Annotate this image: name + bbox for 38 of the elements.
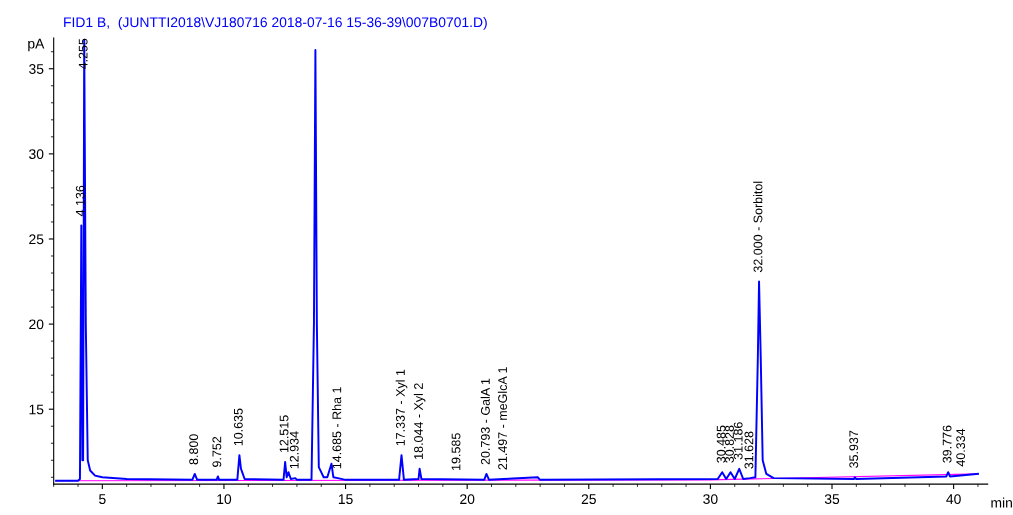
x-tick-label: 10 [217, 494, 232, 505]
annotation: 35.937 [849, 430, 859, 468]
annotation: 31.186 [733, 422, 743, 460]
x-tick-label: 20 [460, 494, 475, 505]
annotation: 8.800 [189, 434, 199, 465]
x-tick-label: 35 [824, 494, 840, 505]
annotation: 19.585 [451, 433, 461, 470]
annotation: 17.337 - Xyl 1 [395, 369, 408, 446]
y-axis-title: pA [28, 38, 45, 52]
annotation: 21.497 - meGlcA 1 [497, 367, 508, 470]
annotation: 18.044 - Xyl 2 [413, 383, 426, 459]
x-tick-label: 5 [99, 494, 106, 505]
x-tick-label: 40 [946, 494, 961, 505]
annotation: 20.793 - GalA 1 [480, 378, 490, 465]
annotation: 39.776 [942, 425, 952, 463]
x-tick-label: 15 [338, 494, 353, 505]
x-tick-label: 25 [581, 494, 596, 505]
annotation: 30.485 [716, 425, 726, 463]
y-tick-label: 15 [29, 404, 44, 415]
annotation: 4.136 [75, 185, 85, 217]
annotation: 14.685 - Rha 1 [332, 387, 342, 469]
annotation: 32.000 - Sorbitol [753, 181, 763, 273]
annotation: 31.628 [744, 431, 754, 469]
x-axis-title: min [991, 497, 1012, 508]
annotation: 40.334 [956, 428, 966, 467]
annotation: 30.828 [725, 425, 734, 463]
y-tick-label: 20 [29, 319, 44, 330]
y-tick-label: 35 [29, 64, 44, 74]
y-tick-label: 25 [29, 234, 44, 245]
annotation: 12.515 [279, 415, 289, 453]
annotation: 12.934 [289, 431, 299, 469]
annotation: 10.635 [233, 408, 243, 446]
annotation: 9.752 [212, 436, 222, 467]
annotation: 4.255 [78, 38, 88, 70]
chart-title: FID1 B, (JUNTTI2018\VJ180716 2018-07-16 15-36-39\007B0701.D) [64, 16, 487, 30]
x-tick-label: 30 [703, 494, 718, 505]
y-tick-label: 30 [29, 149, 44, 160]
line-series [55, 38, 979, 482]
